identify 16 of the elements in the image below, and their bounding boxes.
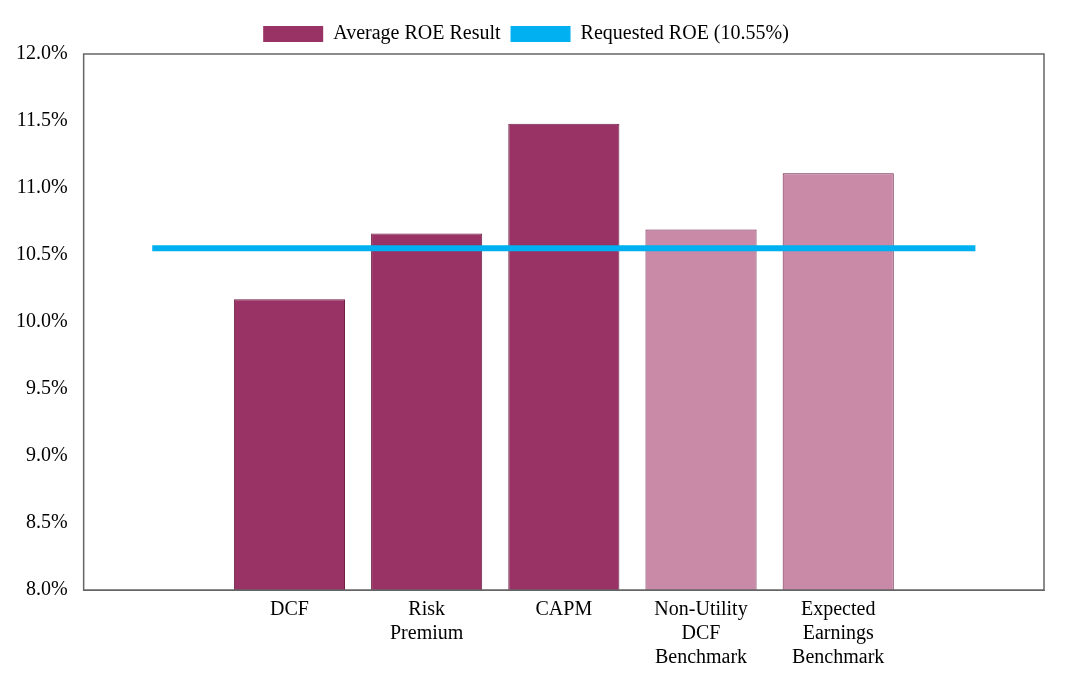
- x-tick-label: CAPM: [535, 597, 593, 620]
- y-tick-label: 9.5%: [25, 376, 68, 399]
- x-tick-label: Risk Premium: [389, 597, 464, 644]
- y-tick-label: 8.5%: [25, 510, 68, 533]
- y-tick-label: 9.0%: [25, 443, 68, 466]
- x-tick-label: DCF: [269, 597, 309, 620]
- y-tick-label: 12.0%: [15, 41, 68, 64]
- x-tick-label: Expected Earnings Benchmark: [792, 597, 885, 668]
- y-tick-label: 10.0%: [15, 309, 68, 332]
- legend-label: Average ROE Result: [333, 21, 501, 45]
- x-tick-label: Non-Utility DCF Benchmark: [654, 597, 748, 668]
- y-tick-label: 11.0%: [16, 175, 68, 198]
- y-tick-label: 11.5%: [16, 108, 68, 131]
- y-tick-label: 10.5%: [15, 242, 68, 265]
- y-tick-label: 8.0%: [25, 577, 68, 600]
- legend-label: Requested ROE (10.55%): [580, 21, 789, 45]
